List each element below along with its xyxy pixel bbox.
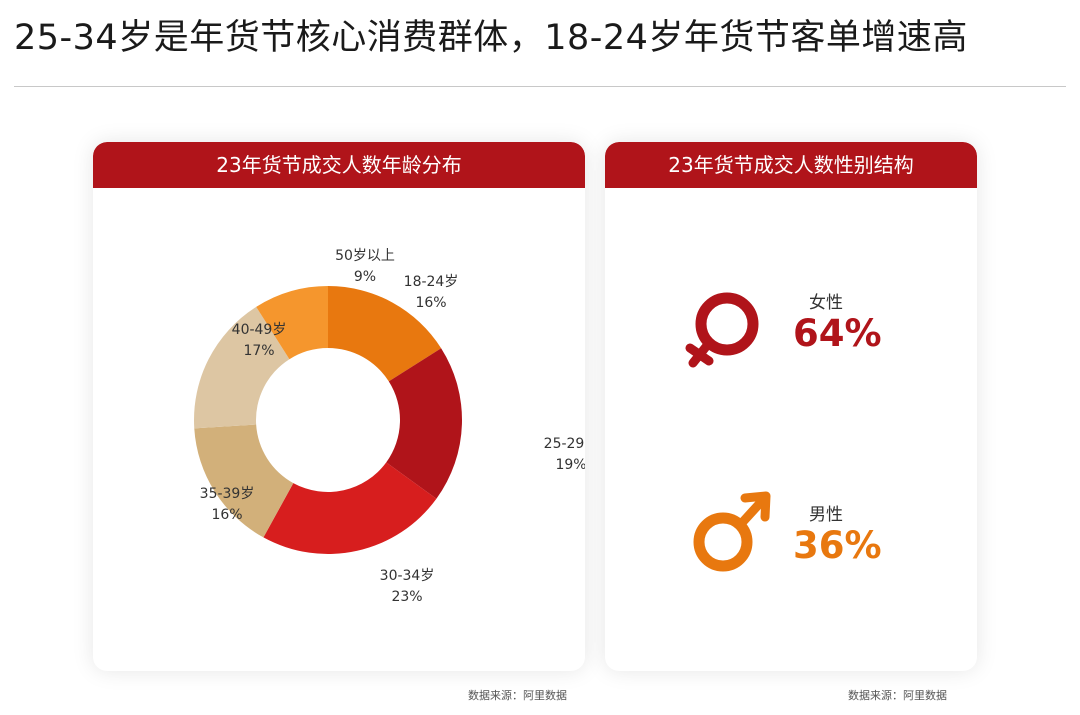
donut-slice-25-29岁	[386, 348, 462, 499]
age-donut-chart	[194, 286, 462, 554]
slice-percent: 16%	[415, 295, 447, 311]
male-value: 36%	[793, 524, 882, 567]
female-value: 64%	[793, 312, 882, 355]
donut-slice-40-49岁	[194, 306, 290, 429]
donut-slice-18-24岁	[328, 286, 442, 382]
age-card-header: 23年货节成交人数年龄分布	[93, 142, 585, 188]
donut-slice-30-34岁	[263, 462, 437, 554]
title-divider	[14, 86, 1066, 87]
donut-slice-35-39岁	[194, 424, 294, 538]
male-symbol-icon	[693, 491, 771, 572]
age-distribution-card: 23年货节成交人数年龄分布 18-24岁 16% 25-29岁 19% 30-34岁 23…	[93, 142, 585, 671]
slice-label-25-29岁: 25-29岁 19%	[521, 434, 585, 476]
female-symbol-icon	[685, 292, 759, 368]
slice-category: 35-39岁	[199, 486, 255, 502]
slice-label-18-24岁: 18-24岁 16%	[381, 272, 481, 314]
slice-percent: 16%	[211, 507, 243, 523]
source-note-left: 数据来源：阿里数据	[468, 689, 567, 702]
slice-category: 18-24岁	[403, 274, 459, 290]
slice-label-40-49岁: 40-49岁 17%	[209, 320, 309, 362]
male-label: 男性	[809, 505, 843, 525]
slice-label-30-34岁: 30-34岁 23%	[357, 566, 457, 608]
slice-percent: 19%	[555, 457, 585, 473]
source-note-right: 数据来源：阿里数据	[848, 689, 947, 702]
slice-percent: 23%	[391, 589, 423, 605]
slice-category: 40-49岁	[231, 322, 287, 338]
gender-card-header: 23年货节成交人数性别结构	[605, 142, 977, 188]
slice-percent: 17%	[243, 343, 275, 359]
slice-label-50岁以上: 50岁以上 9%	[315, 246, 415, 288]
female-label: 女性	[809, 293, 843, 313]
page-title: 25-34岁是年货节核心消费群体，18-24岁年货节客单增速高	[14, 18, 968, 58]
gender-structure-card: 23年货节成交人数性别结构 女性 64% 男性 36%	[605, 142, 977, 671]
slice-category: 50岁以上	[335, 248, 395, 264]
slice-category: 25-29岁	[543, 436, 585, 452]
slice-label-35-39岁: 35-39岁 16%	[177, 484, 277, 526]
donut-slice-50岁以上	[256, 286, 328, 360]
slice-category: 30-34岁	[379, 568, 435, 584]
slice-percent: 9%	[353, 269, 377, 285]
